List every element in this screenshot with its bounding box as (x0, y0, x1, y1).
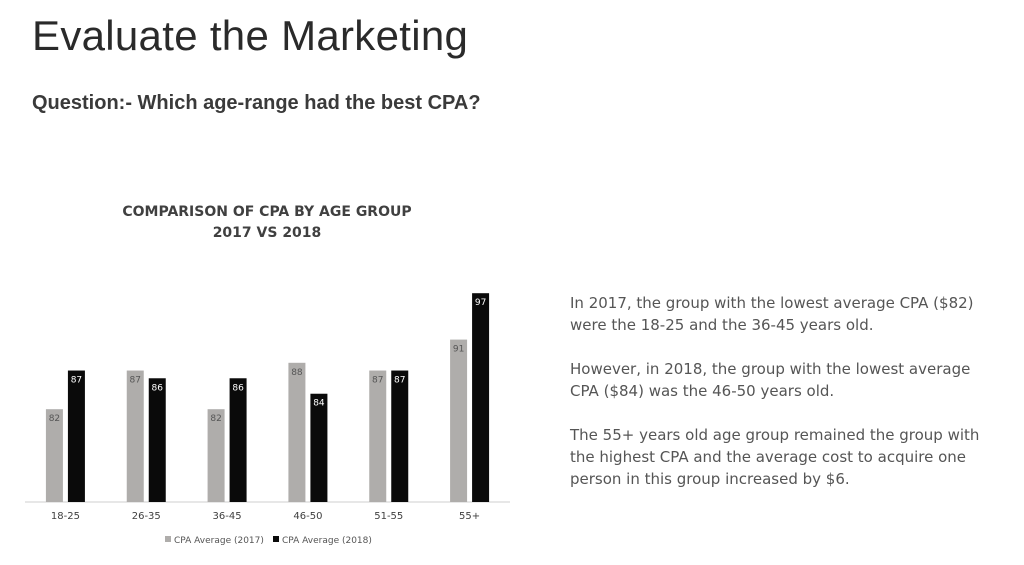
notes-panel: In 2017, the group with the lowest avera… (570, 292, 990, 512)
legend-swatch-2017 (165, 536, 171, 542)
legend-swatch-2018 (273, 536, 279, 542)
x-tick-label: 26-35 (132, 511, 161, 522)
data-label: 87 (394, 376, 405, 386)
data-label: 87 (71, 376, 82, 386)
data-label: 87 (372, 376, 383, 386)
data-label: 82 (49, 414, 60, 424)
bar-51-55-2017 (369, 370, 387, 502)
x-tick-label: 51-55 (374, 511, 403, 522)
legend-label-2018: CPA Average (2018) (282, 536, 372, 546)
data-label: 82 (210, 414, 221, 424)
cpa-chart: COMPARISON OF CPA BY AGE GROUP 2017 VS 20… (20, 195, 520, 555)
data-label: 87 (130, 376, 141, 386)
note-2018: However, in 2018, the group with the low… (570, 360, 971, 400)
legend-label-2017: CPA Average (2017) (174, 536, 264, 546)
data-label: 86 (152, 383, 164, 393)
x-tick-label: 36-45 (213, 511, 242, 522)
note-55-plus: The 55+ years old age group remained the… (570, 426, 980, 488)
note-2017: In 2017, the group with the lowest avera… (570, 294, 974, 334)
x-tick-label: 46-50 (293, 511, 322, 522)
data-label: 88 (291, 368, 303, 378)
data-label: 97 (475, 298, 486, 308)
slide-title: Evaluate the Marketing (32, 12, 469, 59)
cpa-bar-chart: COMPARISON OF CPA BY AGE GROUP 2017 VS 20… (25, 204, 510, 546)
chart-title: COMPARISON OF CPA BY AGE GROUP (122, 204, 411, 220)
bar-36-45-2018 (229, 378, 247, 502)
bar-55+-2017 (450, 339, 468, 502)
data-label: 84 (313, 399, 325, 409)
x-tick-label: 55+ (459, 511, 480, 522)
data-label: 91 (453, 345, 464, 355)
bar-46-50-2018 (310, 393, 328, 502)
bar-55+-2018 (472, 293, 490, 502)
bar-18-25-2018 (67, 370, 85, 502)
chart-subtitle: 2017 VS 2018 (213, 225, 322, 241)
bar-36-45-2017 (207, 409, 225, 502)
question-heading: Question:- Which age-range had the best … (32, 92, 481, 114)
data-label: 86 (232, 383, 244, 393)
x-tick-label: 18-25 (51, 511, 80, 522)
bar-26-35-2017 (126, 370, 144, 502)
bar-46-50-2017 (288, 362, 306, 502)
bar-51-55-2018 (391, 370, 409, 502)
bar-26-35-2018 (148, 378, 166, 502)
bar-18-25-2017 (45, 409, 63, 502)
